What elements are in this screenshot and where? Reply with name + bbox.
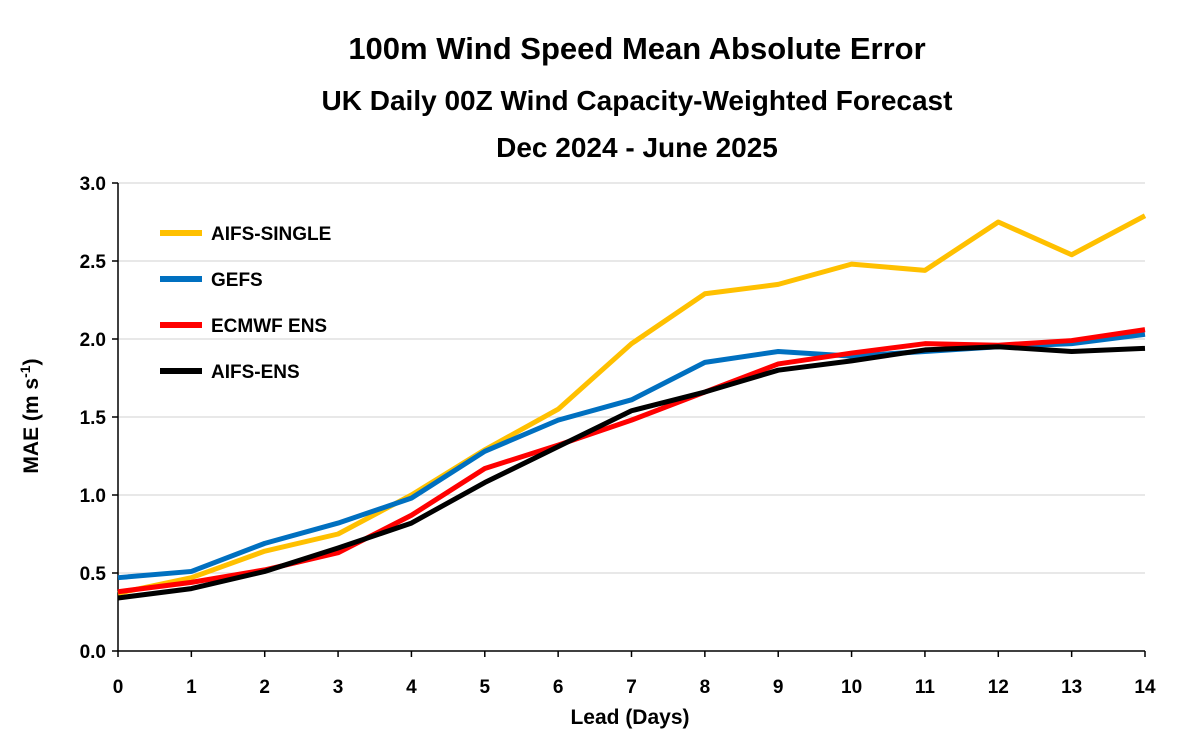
y-axis-title-main: MAE (m s [20, 378, 43, 474]
x-tick-labels: 0 1 2 3 4 5 6 7 8 9 10 11 12 13 14 [113, 677, 1156, 698]
x-tick-label: 4 [406, 677, 417, 698]
y-tick-labels: 0.0 0.5 1.0 1.5 2.0 2.5 3.0 [80, 174, 107, 663]
y-axis-title: MAE (m s-1) [17, 358, 43, 473]
x-tick-label: 10 [841, 677, 862, 698]
x-tick-label: 12 [988, 677, 1009, 698]
x-tick-label: 9 [773, 677, 784, 698]
legend: AIFS-SINGLE GEFS ECMWF ENS AIFS-ENS [160, 224, 331, 383]
gridlines [118, 182, 1145, 574]
legend-label-aifs-single: AIFS-SINGLE [211, 224, 331, 245]
x-tick-label: 0 [113, 677, 124, 698]
x-tick-label: 13 [1061, 677, 1082, 698]
y-tick-label: 0.5 [80, 564, 107, 585]
y-tick-label: 3.0 [80, 174, 106, 195]
axes [112, 182, 1146, 657]
x-tick-label: 11 [915, 677, 936, 698]
chart-subtitle-line-1: UK Daily 00Z Wind Capacity-Weighted Fore… [322, 85, 953, 116]
x-axis-title: Lead (Days) [570, 706, 689, 729]
y-tick-label: 2.0 [80, 330, 106, 351]
chart-title: 100m Wind Speed Mean Absolute Error [348, 31, 925, 66]
x-tick-label: 2 [259, 677, 270, 698]
x-tick-label: 1 [186, 677, 197, 698]
y-tick-label: 2.5 [80, 252, 107, 273]
y-axis-title-superscript: -1 [17, 365, 33, 378]
x-tick-label: 5 [479, 677, 490, 698]
series-line-aifs-single [117, 213, 1147, 596]
x-tick-label: 14 [1134, 677, 1156, 698]
legend-label-ecmwf-ens: ECMWF ENS [211, 316, 327, 337]
y-tick-label: 1.5 [80, 408, 107, 429]
x-tick-label: 6 [553, 677, 564, 698]
y-axis-title-suffix: ) [20, 358, 43, 365]
chart-subtitle-line-2: Dec 2024 - June 2025 [496, 132, 778, 163]
legend-label-aifs-ens: AIFS-ENS [211, 362, 300, 383]
x-tick-label: 8 [700, 677, 711, 698]
chart-title-block: 100m Wind Speed Mean Absolute Error UK D… [322, 31, 953, 163]
y-tick-label: 1.0 [80, 486, 106, 507]
data-series [117, 213, 1147, 601]
legend-label-gefs: GEFS [211, 270, 263, 291]
x-tick-label: 7 [626, 677, 637, 698]
x-tick-label: 3 [333, 677, 344, 698]
series-line-aifs-ens [117, 344, 1146, 601]
y-tick-label: 0.0 [80, 642, 106, 663]
